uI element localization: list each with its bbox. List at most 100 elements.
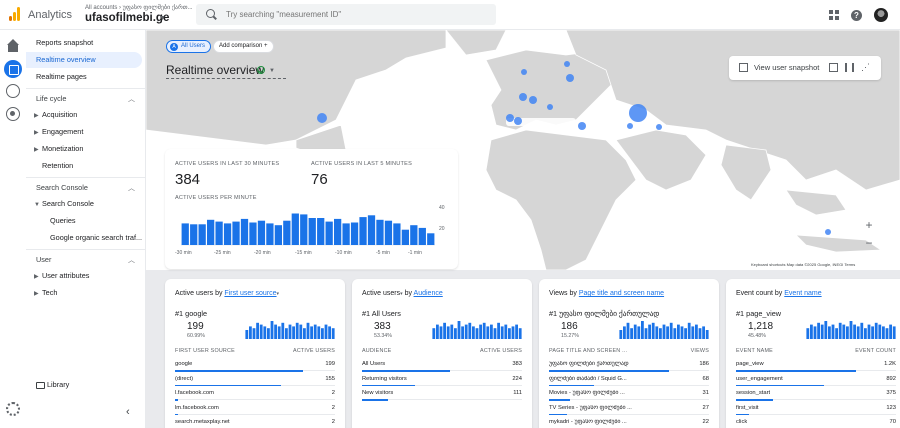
minute-bar[interactable] [291,213,299,246]
chevron-up-icon[interactable]: ︿ [128,257,135,264]
table-row[interactable]: უფასო ფილმები ქართულად 186 [549,359,709,373]
minute-bar[interactable] [300,214,308,245]
property-selector[interactable]: ufasofilmebi.ge [85,12,170,24]
card-title[interactable]: Active users▾ by Audience [362,290,443,297]
minute-bar[interactable] [257,220,266,245]
dimension-selector[interactable]: Audience [413,290,443,297]
table-row[interactable]: mykadri - უფასო ფილმები ... 22 [549,417,709,428]
account-breadcrumb[interactable]: All accounts › უფასო ფილმები ქართ... [85,5,193,11]
minute-bar[interactable] [393,223,401,245]
compare-icon[interactable] [845,63,854,72]
table-row[interactable]: Returning visitors 224 [362,374,522,388]
minute-bar[interactable] [418,227,426,245]
gear-icon[interactable] [6,402,20,416]
reports-icon[interactable] [4,60,22,78]
chevron-down-icon[interactable]: ▾ [276,291,280,297]
minute-bar[interactable] [283,220,291,245]
table-row[interactable]: first_visit 123 [736,403,896,417]
audience-chip-all-users[interactable]: A All Users [166,40,212,53]
table-row[interactable]: TV Series - უფასო ფილმები ... 27 [549,403,709,417]
table-row[interactable]: page_view 1.2K [736,359,896,373]
minute-bar[interactable] [215,221,223,245]
avatar[interactable] [874,8,888,22]
nav-retention[interactable]: Retention [26,158,142,174]
minute-bar[interactable] [350,222,359,246]
table-row[interactable]: search.metaxplay.net 2 [175,417,335,428]
nav-queries[interactable]: Queries [50,216,76,225]
section-search-console[interactable]: Search Console [36,183,88,192]
minute-bar[interactable] [223,223,232,245]
share-icon[interactable]: ⋰ [861,62,870,72]
table-row[interactable]: New visitors 111 [362,388,522,402]
search-input[interactable] [226,8,486,21]
nav-acquisition[interactable]: ▶ Acquisition [26,107,142,123]
chevron-down-icon[interactable]: ▼ [159,15,166,22]
dimension-selector[interactable]: First user source [224,290,277,297]
dimension-selector[interactable]: Event name [784,290,822,297]
view-user-snapshot-button[interactable]: View user snapshot [754,63,820,72]
chevron-down-icon[interactable]: ▾ [400,291,403,297]
table-row[interactable]: Movies - უფასო ფილმები ... 31 [549,388,709,402]
table-row[interactable]: All Users 383 [362,359,522,373]
fullscreen-icon[interactable] [829,63,838,72]
section-user[interactable]: User [36,255,52,264]
nav-reports-snapshot[interactable]: Reports snapshot [36,38,94,47]
dimension-selector[interactable]: Page title and screen name [578,290,665,297]
analytics-logo-icon[interactable] [9,7,21,21]
table-row[interactable]: lm.facebook.com 2 [175,403,335,417]
table-row[interactable]: (direct) 155 [175,374,335,388]
minute-bar[interactable] [410,225,418,245]
minute-bar[interactable] [198,224,206,245]
card-title[interactable]: Views by Page title and screen name [549,290,664,297]
minute-bar[interactable] [308,218,316,245]
nav-realtime-pages[interactable]: Realtime pages [36,72,87,81]
minute-bar[interactable] [181,223,189,245]
nav-realtime-overview[interactable]: Realtime overview [26,52,142,68]
minute-bar[interactable] [317,218,325,245]
minute-bar[interactable] [325,221,333,245]
help-icon[interactable]: ? [851,9,862,21]
apps-grid-icon[interactable] [829,10,839,20]
minute-bar[interactable] [376,219,384,245]
chevron-up-icon[interactable]: ︿ [128,96,135,103]
map-attribution[interactable]: Keyboard shortcuts Map data ©2025 Google… [751,262,856,267]
table-row[interactable]: session_start 375 [736,388,896,402]
zoom-in-button[interactable]: + [865,218,873,232]
minute-bar[interactable] [359,217,367,245]
minute-bar[interactable] [401,229,409,245]
card-title[interactable]: Active users by First user source▾ [175,290,279,297]
minute-bar[interactable] [367,215,376,245]
snapshot-icon[interactable] [739,63,748,72]
minute-bar[interactable] [266,223,274,245]
section-life-cycle[interactable]: Life cycle [36,94,67,103]
table-row[interactable]: l.facebook.com 2 [175,388,335,402]
nav-user-attributes[interactable]: ▶ User attributes [26,268,142,284]
nav-library[interactable]: Library [47,380,70,389]
minute-bar[interactable] [384,220,393,245]
minute-bar[interactable] [190,224,198,245]
card-title[interactable]: Event count by Event name [736,290,822,297]
nav-tech[interactable]: ▶ Tech [26,285,142,301]
minute-bar[interactable] [249,222,257,246]
minute-bar[interactable] [240,218,249,245]
minute-bar[interactable] [207,219,215,245]
table-row[interactable]: google 199 [175,359,335,373]
minute-bar[interactable] [427,233,435,245]
nav-google-organic-search[interactable]: Google organic search traf... [50,233,142,242]
chevron-down-icon[interactable]: ▼ [269,68,275,74]
nav-search-console-group[interactable]: ▼ Search Console [26,196,142,212]
minute-bar[interactable] [334,218,342,245]
chevron-up-icon[interactable]: ︿ [128,185,135,192]
world-map[interactable]: A All Users Add comparison + Realtime ov… [146,30,900,270]
folder-icon[interactable] [36,382,45,389]
nav-engagement[interactable]: ▶ Engagement [26,124,142,140]
explore-icon[interactable] [6,84,20,98]
advertising-icon[interactable] [6,107,20,121]
home-icon[interactable] [6,39,20,53]
zoom-out-button[interactable]: − [865,236,873,250]
search-bar[interactable] [196,4,496,25]
add-comparison-button[interactable]: Add comparison + [213,40,274,53]
table-row[interactable]: ფილმები თამაში / Squid G... 68 [549,374,709,388]
minute-bar[interactable] [232,221,240,245]
collapse-nav-icon[interactable]: ‹ [126,406,130,418]
